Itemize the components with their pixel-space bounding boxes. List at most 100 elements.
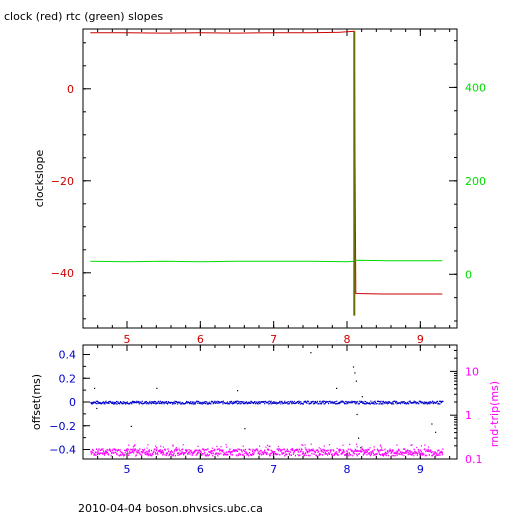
offset-point xyxy=(249,401,251,403)
rnd-trip-point xyxy=(211,447,213,449)
offset-point xyxy=(137,402,139,404)
rnd-trip-point xyxy=(220,452,222,455)
rnd-trip-point xyxy=(285,453,287,455)
offset-point xyxy=(201,401,203,404)
offset-point xyxy=(426,401,428,404)
rnd-trip-point xyxy=(383,453,385,456)
offset-point xyxy=(98,402,100,405)
rnd-trip-point xyxy=(411,453,413,456)
rnd-trip-point xyxy=(362,454,364,456)
rnd-trip-point xyxy=(270,449,272,452)
offset-point xyxy=(115,401,117,403)
rnd-trip-point xyxy=(392,451,394,453)
offset-point xyxy=(230,401,232,403)
rnd-trip-point xyxy=(100,452,102,454)
offset-point xyxy=(192,402,194,404)
offset-point xyxy=(169,402,172,404)
offset-point xyxy=(386,403,389,405)
rnd-trip-point xyxy=(199,449,201,451)
rnd-trip-point xyxy=(192,452,194,455)
rnd-trip-point xyxy=(391,454,393,457)
rnd-trip-point xyxy=(229,448,231,451)
rnd-trip-point xyxy=(205,454,207,457)
offset-point xyxy=(119,401,121,404)
offset-point xyxy=(274,401,276,403)
rnd-trip-point xyxy=(288,450,290,453)
offset-point xyxy=(105,400,107,402)
rnd-trip-point xyxy=(420,452,422,455)
offset-point xyxy=(350,402,352,404)
rnd-trip-point xyxy=(128,452,130,455)
rnd-trip-point xyxy=(211,450,213,452)
offset-point xyxy=(104,403,106,405)
rnd-trip-point xyxy=(419,449,421,452)
chart-title: clock (red) rtc (green) slopes xyxy=(4,10,163,23)
offset-point xyxy=(314,400,317,403)
offset-point xyxy=(291,400,293,403)
rnd-trip-point xyxy=(124,454,126,456)
rnd-trip-point xyxy=(210,452,212,454)
rnd-trip-point xyxy=(129,450,131,453)
rnd-trip-point xyxy=(335,451,337,453)
offset-point xyxy=(307,401,310,403)
rnd-trip-point xyxy=(114,449,116,451)
rnd-trip-point xyxy=(435,454,437,457)
rnd-trip-point xyxy=(266,444,269,446)
offset-point xyxy=(149,400,151,403)
rnd-trip-point xyxy=(136,450,138,453)
rnd-trip-point xyxy=(369,453,371,455)
offset-point xyxy=(334,401,336,403)
rnd-trip-point xyxy=(124,449,126,451)
rnd-trip-point xyxy=(320,453,322,455)
offset-point xyxy=(376,402,378,405)
rnd-trip-point xyxy=(378,451,380,453)
rnd-trip-point xyxy=(381,447,383,449)
rnd-trip-point xyxy=(216,448,218,451)
offset-point xyxy=(383,402,386,404)
offset-point xyxy=(372,401,374,403)
offset-point xyxy=(193,401,195,403)
offset-point xyxy=(237,402,240,404)
rnd-trip-point xyxy=(162,451,164,453)
rnd-trip-point xyxy=(221,449,223,452)
rnd-trip-point xyxy=(149,454,151,456)
rnd-trip-point xyxy=(253,451,255,454)
offset-point xyxy=(214,402,216,404)
rnd-trip-point xyxy=(218,453,220,455)
rnd-trip-point xyxy=(245,451,247,453)
offset-point xyxy=(310,401,312,403)
y-tick-label: −0.2 xyxy=(49,420,76,433)
rnd-trip-point xyxy=(235,448,237,451)
rnd-trip-point xyxy=(223,451,225,454)
offset-point xyxy=(359,400,361,402)
rnd-trip-point xyxy=(266,453,268,456)
rnd-trip-point xyxy=(356,446,358,448)
offset-point xyxy=(363,401,365,403)
rnd-trip-point xyxy=(337,453,339,456)
y2-tick-label: 0 xyxy=(465,268,472,281)
rnd-trip-point xyxy=(363,451,366,453)
offset-point xyxy=(419,400,421,402)
rnd-trip-point xyxy=(300,450,302,452)
rnd-trip-point xyxy=(188,451,190,454)
rnd-trip-point xyxy=(291,447,293,450)
rnd-trip-point xyxy=(290,454,292,456)
rnd-trip-point xyxy=(366,450,368,453)
rnd-trip-point xyxy=(160,452,162,454)
offset-point xyxy=(256,401,258,403)
rnd-trip-point xyxy=(314,451,317,454)
rnd-trip-point xyxy=(167,450,170,453)
offset-point xyxy=(125,403,127,405)
offset-point xyxy=(422,401,424,403)
rnd-trip-point xyxy=(381,453,383,456)
offset-point xyxy=(440,402,442,404)
rnd-trip-point xyxy=(361,446,363,448)
rnd-trip-point xyxy=(403,448,405,450)
offset-point xyxy=(278,402,280,404)
rnd-trip-point xyxy=(206,454,208,457)
rnd-trip-point xyxy=(211,452,213,455)
rnd-trip-point xyxy=(330,451,332,453)
offset-point xyxy=(432,403,434,405)
outlier-point xyxy=(96,407,98,410)
